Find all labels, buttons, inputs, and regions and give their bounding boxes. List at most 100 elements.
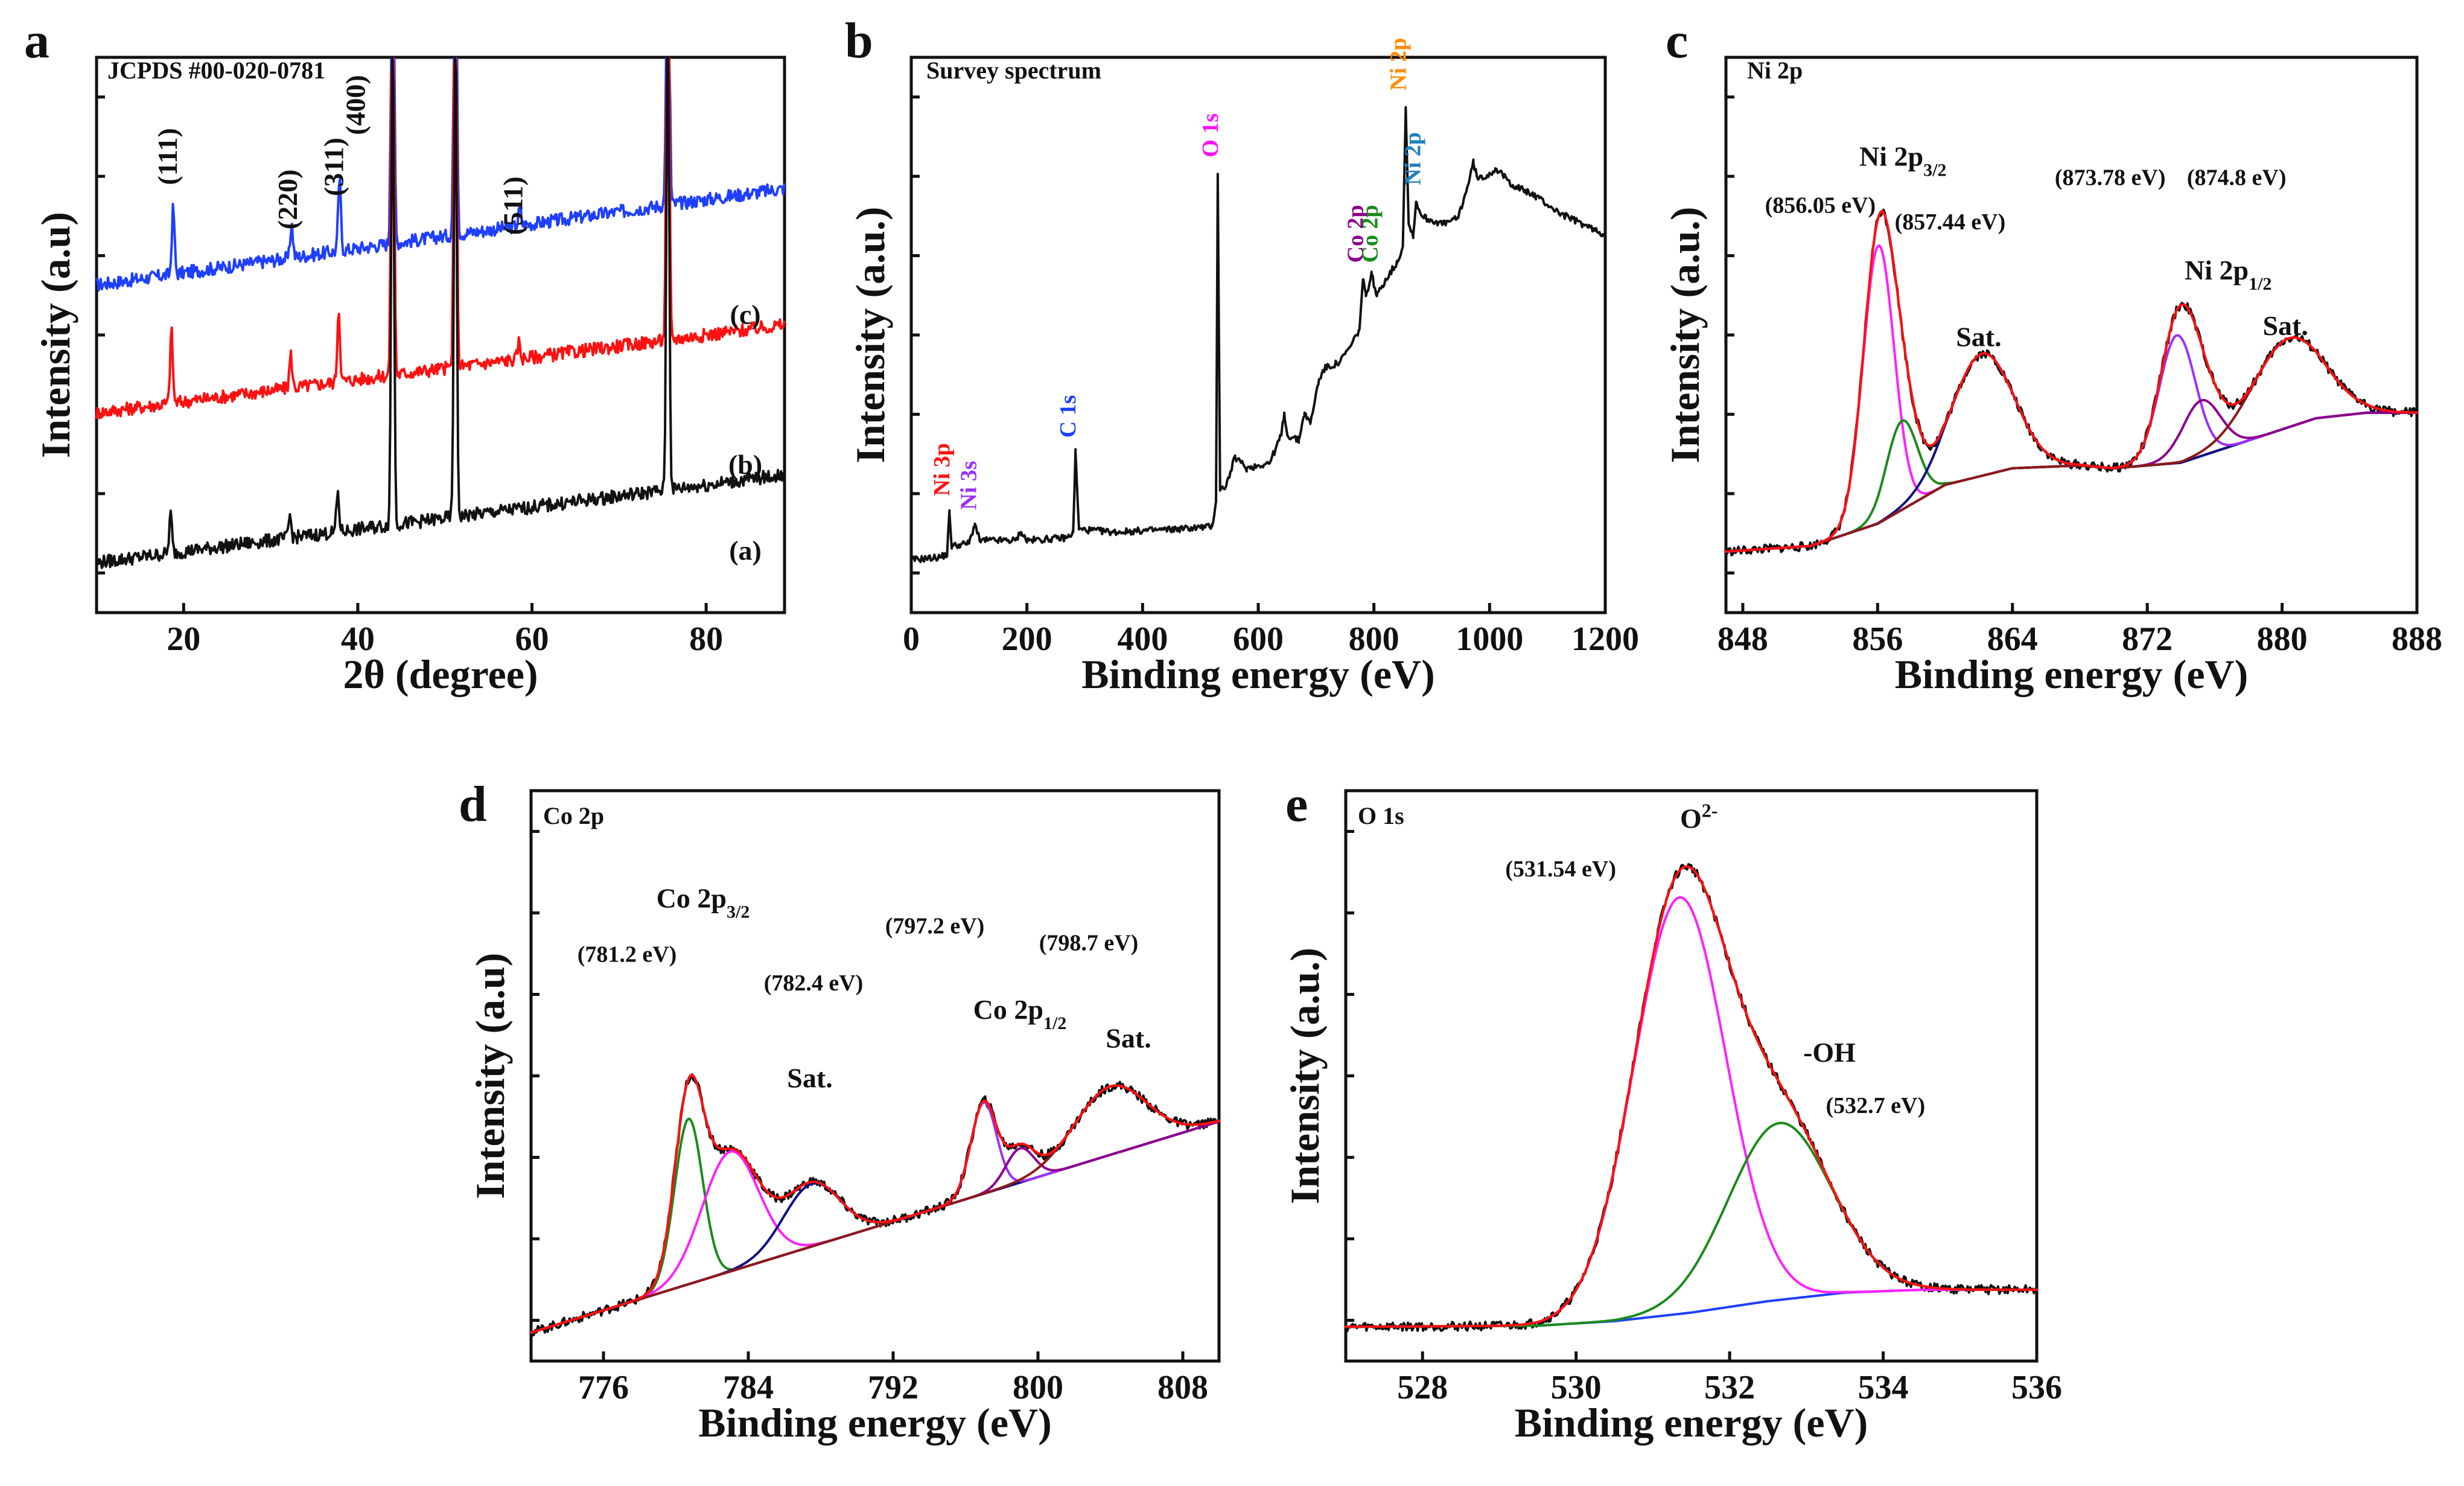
annotation-label: (400) [340,75,371,135]
annotation-label: (b) [728,449,762,480]
y-axis-title: Intensity (a.u) [467,952,513,1199]
annotation-label: (856.05 eV) [1765,193,1876,218]
envelope-line [1345,865,2038,1328]
annotation-label: Ni 2p1/2 [2185,255,2271,294]
annotation-text: Sat. [2262,310,2308,341]
annotation-label: C 1s [1055,395,1081,438]
x-tick-label: 792 [868,1369,918,1406]
annotation-label: Sat. [1956,321,2001,352]
fit-component-line [1725,334,2418,553]
plot-frame [529,789,1221,1363]
annotation-superscript: 2- [1702,799,1718,821]
annotation-text: (874.8 eV) [2187,165,2287,191]
annotation-subscript: 3/2 [1923,160,1946,180]
annotation-label: (c) [730,299,761,330]
y-axis-title: Intensity (a.u.) [847,206,893,463]
x-tick-label: 808 [1157,1369,1208,1406]
annotation-text: (782.4 eV) [764,971,864,996]
raw-data-line [1345,863,2038,1333]
x-axis-title: Binding energy (eV) [1515,1400,1868,1446]
series-line [95,57,786,292]
annotation-text: O 1s [1198,113,1223,158]
y-axis-title: Intensity (a.u.) [1662,206,1708,463]
x-tick-label: 800 [1013,1369,1063,1406]
x-tick-label: 534 [1858,1369,1909,1406]
annotation-label: Co 2p1/2 [973,994,1067,1033]
x-tick-label: 0 [903,620,920,658]
series-line [95,57,786,569]
annotation-label: (781.2 eV) [578,942,677,968]
annotation-text: Co 2p [973,994,1043,1025]
panel-c-ni2p-chart: c Ni 2p 848 856 864 872 880 888 Binding energy (… [1662,13,2442,697]
annotation-text: (798.7 eV) [1039,931,1139,956]
annotation-text: Ni 3p [929,443,955,496]
x-tick-label: 784 [723,1369,774,1406]
envelope-line [1725,209,2418,553]
annotation-text: Ni 2p [1400,132,1425,185]
fit-component-line [1725,399,2418,553]
x-axis-title: Binding energy (eV) [1895,651,2249,697]
annotation-text: (781.2 eV) [578,942,677,968]
plot-frame [1344,789,2039,1363]
annotation-text: Ni 3s [956,461,981,510]
series-line [910,106,1606,563]
annotation-label: -OH [1803,1037,1856,1068]
y-axis-title: Intensity (a.u.) [1282,948,1328,1204]
panel-e-o1s-chart: e O 1s 528 530 532 534 536 Binding energy (eV) I… [1282,776,2062,1446]
panel-d-co2p-chart: d Co 2p 776 784 792 800 808 Binding energy (eV)… [459,776,1221,1446]
annotation-label: (511) [498,176,529,235]
annotation-label: (873.78 eV) [2055,165,2166,191]
annotation-label: Ni 2p [1400,132,1425,185]
x-tick-label: 872 [2122,620,2173,658]
plot-frame [95,56,786,614]
annotation-label: (857.44 eV) [1895,209,2006,235]
x-tick-label: 40 [341,620,375,658]
x-tick-label: 528 [1397,1369,1448,1406]
annotation-label: (798.7 eV) [1039,931,1139,956]
annotation-label: Co 2p [1343,205,1368,263]
x-tick-label: 536 [2011,1369,2062,1406]
x-tick-label: 80 [689,620,723,658]
fit-component-line [1725,411,2418,553]
plot-frame [909,56,1607,614]
x-tick-label: 60 [515,620,549,658]
fit-component-line [1725,244,2418,553]
x-tick-label: 600 [1233,620,1284,658]
x-tick-label: 848 [1717,620,1768,658]
annotation-text: C 1s [1055,395,1081,438]
annotation-text: O [1680,803,1702,834]
panel-title: Co 2p [543,802,604,829]
fit-component-line [530,1084,1220,1334]
annotation-label: Ni 2p3/2 [1859,141,1946,180]
annotation-subscript: 1/2 [2249,274,2271,294]
annotation-text: Co 2p [1357,205,1383,263]
x-axis-title: Binding energy (eV) [698,1400,1052,1446]
panel-letter: c [1666,13,1688,69]
annotation-subscript: 1/2 [1043,1013,1066,1033]
annotation-subscript: 3/2 [727,902,750,922]
annotation-label: (220) [272,170,303,230]
annotation-label: O2- [1680,799,1717,834]
x-tick-label: 530 [1551,1369,1602,1406]
panel-title: Survey spectrum [926,57,1101,84]
annotation-label: Co 2p3/2 [657,883,750,922]
fit-component-line [1345,1121,2038,1328]
panel-b-survey-chart: b Survey spectrum 0 200 400 600 800 1000 1200 Bin… [845,13,1639,697]
panel-letter: e [1285,776,1308,832]
background-line [1345,1288,2038,1328]
annotation-label: Co 2p [1357,205,1383,263]
annotation-label: O 1s [1198,113,1223,158]
x-tick-label: 200 [1002,620,1052,658]
x-tick-label: 1200 [1571,620,1639,658]
fit-component-line [1725,336,2418,553]
annotation-text: Co 2p [657,883,727,914]
annotation-label: Ni 2p [1386,38,1411,91]
panel-title: JCPDS #00-020-0781 [107,57,325,84]
envelope-line [530,1073,1220,1334]
annotation-text: (532.7 eV) [1826,1093,1926,1118]
x-tick-label: 888 [2392,620,2442,658]
fit-component-line [1345,896,2038,1328]
x-tick-label: 880 [2257,620,2308,658]
annotation-text: Ni 2p [2185,255,2249,285]
raw-data-line [1725,208,2418,556]
